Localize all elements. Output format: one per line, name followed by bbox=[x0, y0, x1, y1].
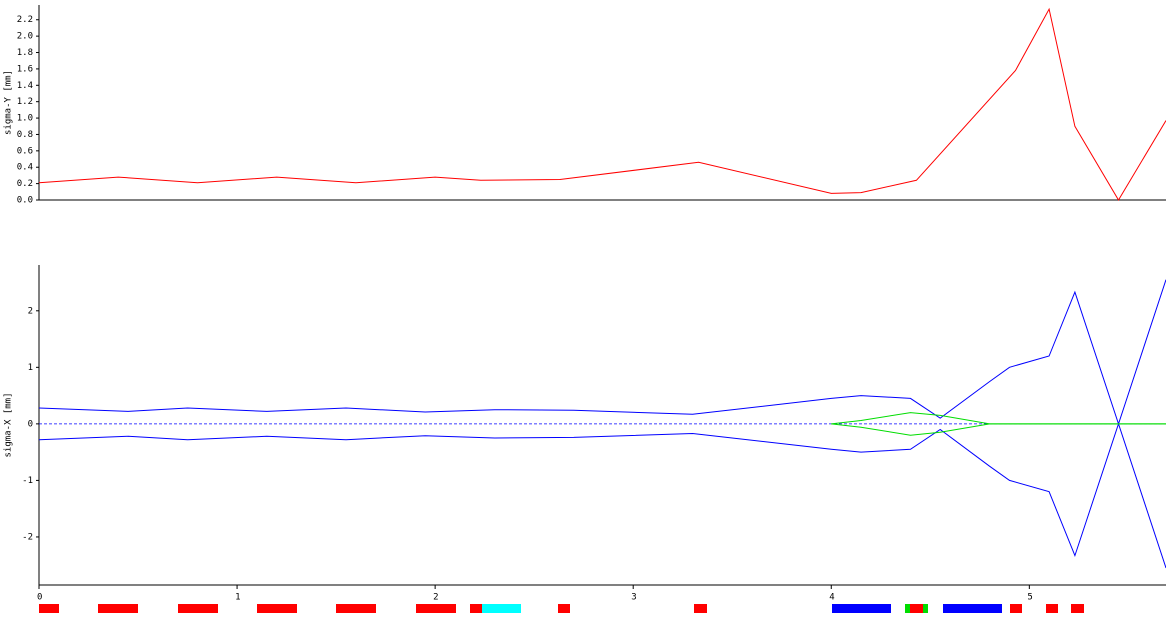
element bbox=[905, 604, 910, 613]
element-bar bbox=[39, 604, 1084, 613]
y-tick-label: -1 bbox=[22, 476, 33, 486]
element bbox=[416, 604, 456, 613]
y-tick-label: 0.4 bbox=[17, 163, 33, 173]
element bbox=[257, 604, 297, 613]
x-tick-label: 0 bbox=[37, 593, 42, 603]
element bbox=[1071, 604, 1084, 613]
element bbox=[943, 604, 1002, 613]
series-line bbox=[38, 422, 1166, 569]
element bbox=[923, 604, 928, 613]
element bbox=[910, 604, 923, 613]
x-tick-label: 1 bbox=[235, 593, 240, 603]
element bbox=[470, 604, 482, 613]
y-tick-label: 0.2 bbox=[17, 179, 33, 189]
x-tick-label: 5 bbox=[1027, 593, 1032, 603]
series-line bbox=[38, 279, 1166, 426]
element bbox=[482, 604, 521, 613]
element bbox=[832, 604, 891, 613]
series-line bbox=[38, 7, 1166, 201]
y-tick-label: 1 bbox=[28, 363, 33, 373]
x-tick-label: 4 bbox=[829, 593, 834, 603]
y-axis-label: sigma-Y [mm] bbox=[4, 70, 14, 135]
y-tick-label: 2 bbox=[28, 306, 33, 316]
element bbox=[1046, 604, 1058, 613]
element bbox=[694, 604, 707, 613]
y-axis-label: sigma-X [mm] bbox=[4, 392, 14, 457]
y-tick-label: 0.0 bbox=[17, 196, 33, 206]
y-tick-label: -2 bbox=[22, 532, 33, 542]
element bbox=[558, 604, 570, 613]
x-tick-label: 2 bbox=[433, 593, 438, 603]
y-tick-label: 0.6 bbox=[17, 146, 33, 156]
y-tick-label: 1.2 bbox=[17, 97, 33, 107]
y-tick-label: 2.0 bbox=[17, 32, 33, 42]
element bbox=[98, 604, 138, 613]
y-tick-label: 0.8 bbox=[17, 130, 33, 140]
series-line bbox=[831, 423, 1166, 436]
element bbox=[39, 604, 59, 613]
y-tick-label: 1.4 bbox=[17, 81, 33, 91]
y-tick-label: 1.0 bbox=[17, 114, 33, 124]
x-tick-label: 3 bbox=[631, 593, 636, 603]
y-tick-label: 2.2 bbox=[17, 15, 33, 25]
element bbox=[1010, 604, 1022, 613]
y-tick-label: 1.6 bbox=[17, 64, 33, 74]
element bbox=[178, 604, 218, 613]
y-tick-label: 1.8 bbox=[17, 48, 33, 58]
element bbox=[336, 604, 376, 613]
y-tick-label: 0 bbox=[28, 419, 33, 429]
